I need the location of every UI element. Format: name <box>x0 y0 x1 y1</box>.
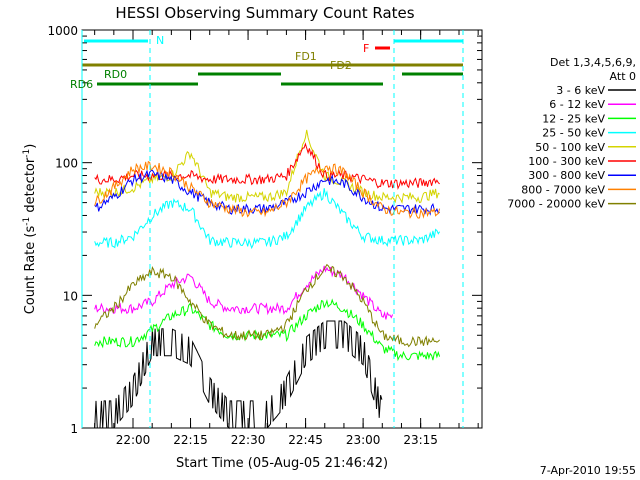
legend-label: 7000 - 20000 keV <box>507 198 605 211</box>
x-tick-label: 23:00 <box>346 433 381 447</box>
legend-label: 100 - 300 keV <box>528 155 605 168</box>
chart-title: HESSI Observing Summary Count Rates <box>115 4 414 22</box>
y-tick-label: 1 <box>70 422 78 436</box>
legend-label: 300 - 800 keV <box>528 169 605 182</box>
series-line-2 <box>94 298 441 362</box>
flag-label-rd6: RD6 <box>70 78 93 91</box>
timestamp: 7-Apr-2010 19:55 <box>540 464 636 477</box>
legend-label: 6 - 12 keV <box>549 98 605 111</box>
x-tick-label: 23:15 <box>403 433 438 447</box>
flag-label-n: N <box>156 34 164 47</box>
x-tick-label: 22:45 <box>288 433 323 447</box>
series-line-4 <box>94 129 440 204</box>
legend-label: 800 - 7000 keV <box>521 183 605 196</box>
series-line-3 <box>94 188 441 250</box>
legend-label: 12 - 25 keV <box>542 112 605 125</box>
series-line-5 <box>94 142 440 190</box>
legend-label: 50 - 100 keV <box>535 141 605 154</box>
series-line-0 <box>94 320 383 430</box>
y-tick-label: 100 <box>55 157 78 171</box>
x-tick-label: 22:15 <box>173 433 208 447</box>
legend-label: 3 - 6 keV <box>556 84 605 97</box>
y-tick-label: 1000 <box>47 24 78 38</box>
series-line-7 <box>94 160 441 219</box>
series-line-8 <box>94 263 440 348</box>
x-axis-label: Start Time (05-Aug-05 21:46:42) <box>176 456 388 471</box>
legend-header: Att 0 <box>610 70 636 83</box>
flag-label-fd2: FD2 <box>330 59 352 72</box>
y-tick-label: 10 <box>63 289 78 303</box>
x-tick-label: 22:00 <box>116 433 151 447</box>
series-line-6 <box>94 169 440 216</box>
flag-label-rd0: RD0 <box>104 68 127 81</box>
legend-header: Det 1,3,4,5,6,9, <box>550 56 636 69</box>
series-line-1 <box>94 265 394 320</box>
flag-label-f: F <box>363 42 369 55</box>
y-axis-label: Count Rate (s-1 detector-1) <box>22 144 38 315</box>
x-tick-label: 22:30 <box>231 433 266 447</box>
flag-label-fd1: FD1 <box>295 50 317 63</box>
legend-label: 25 - 50 keV <box>542 127 605 140</box>
